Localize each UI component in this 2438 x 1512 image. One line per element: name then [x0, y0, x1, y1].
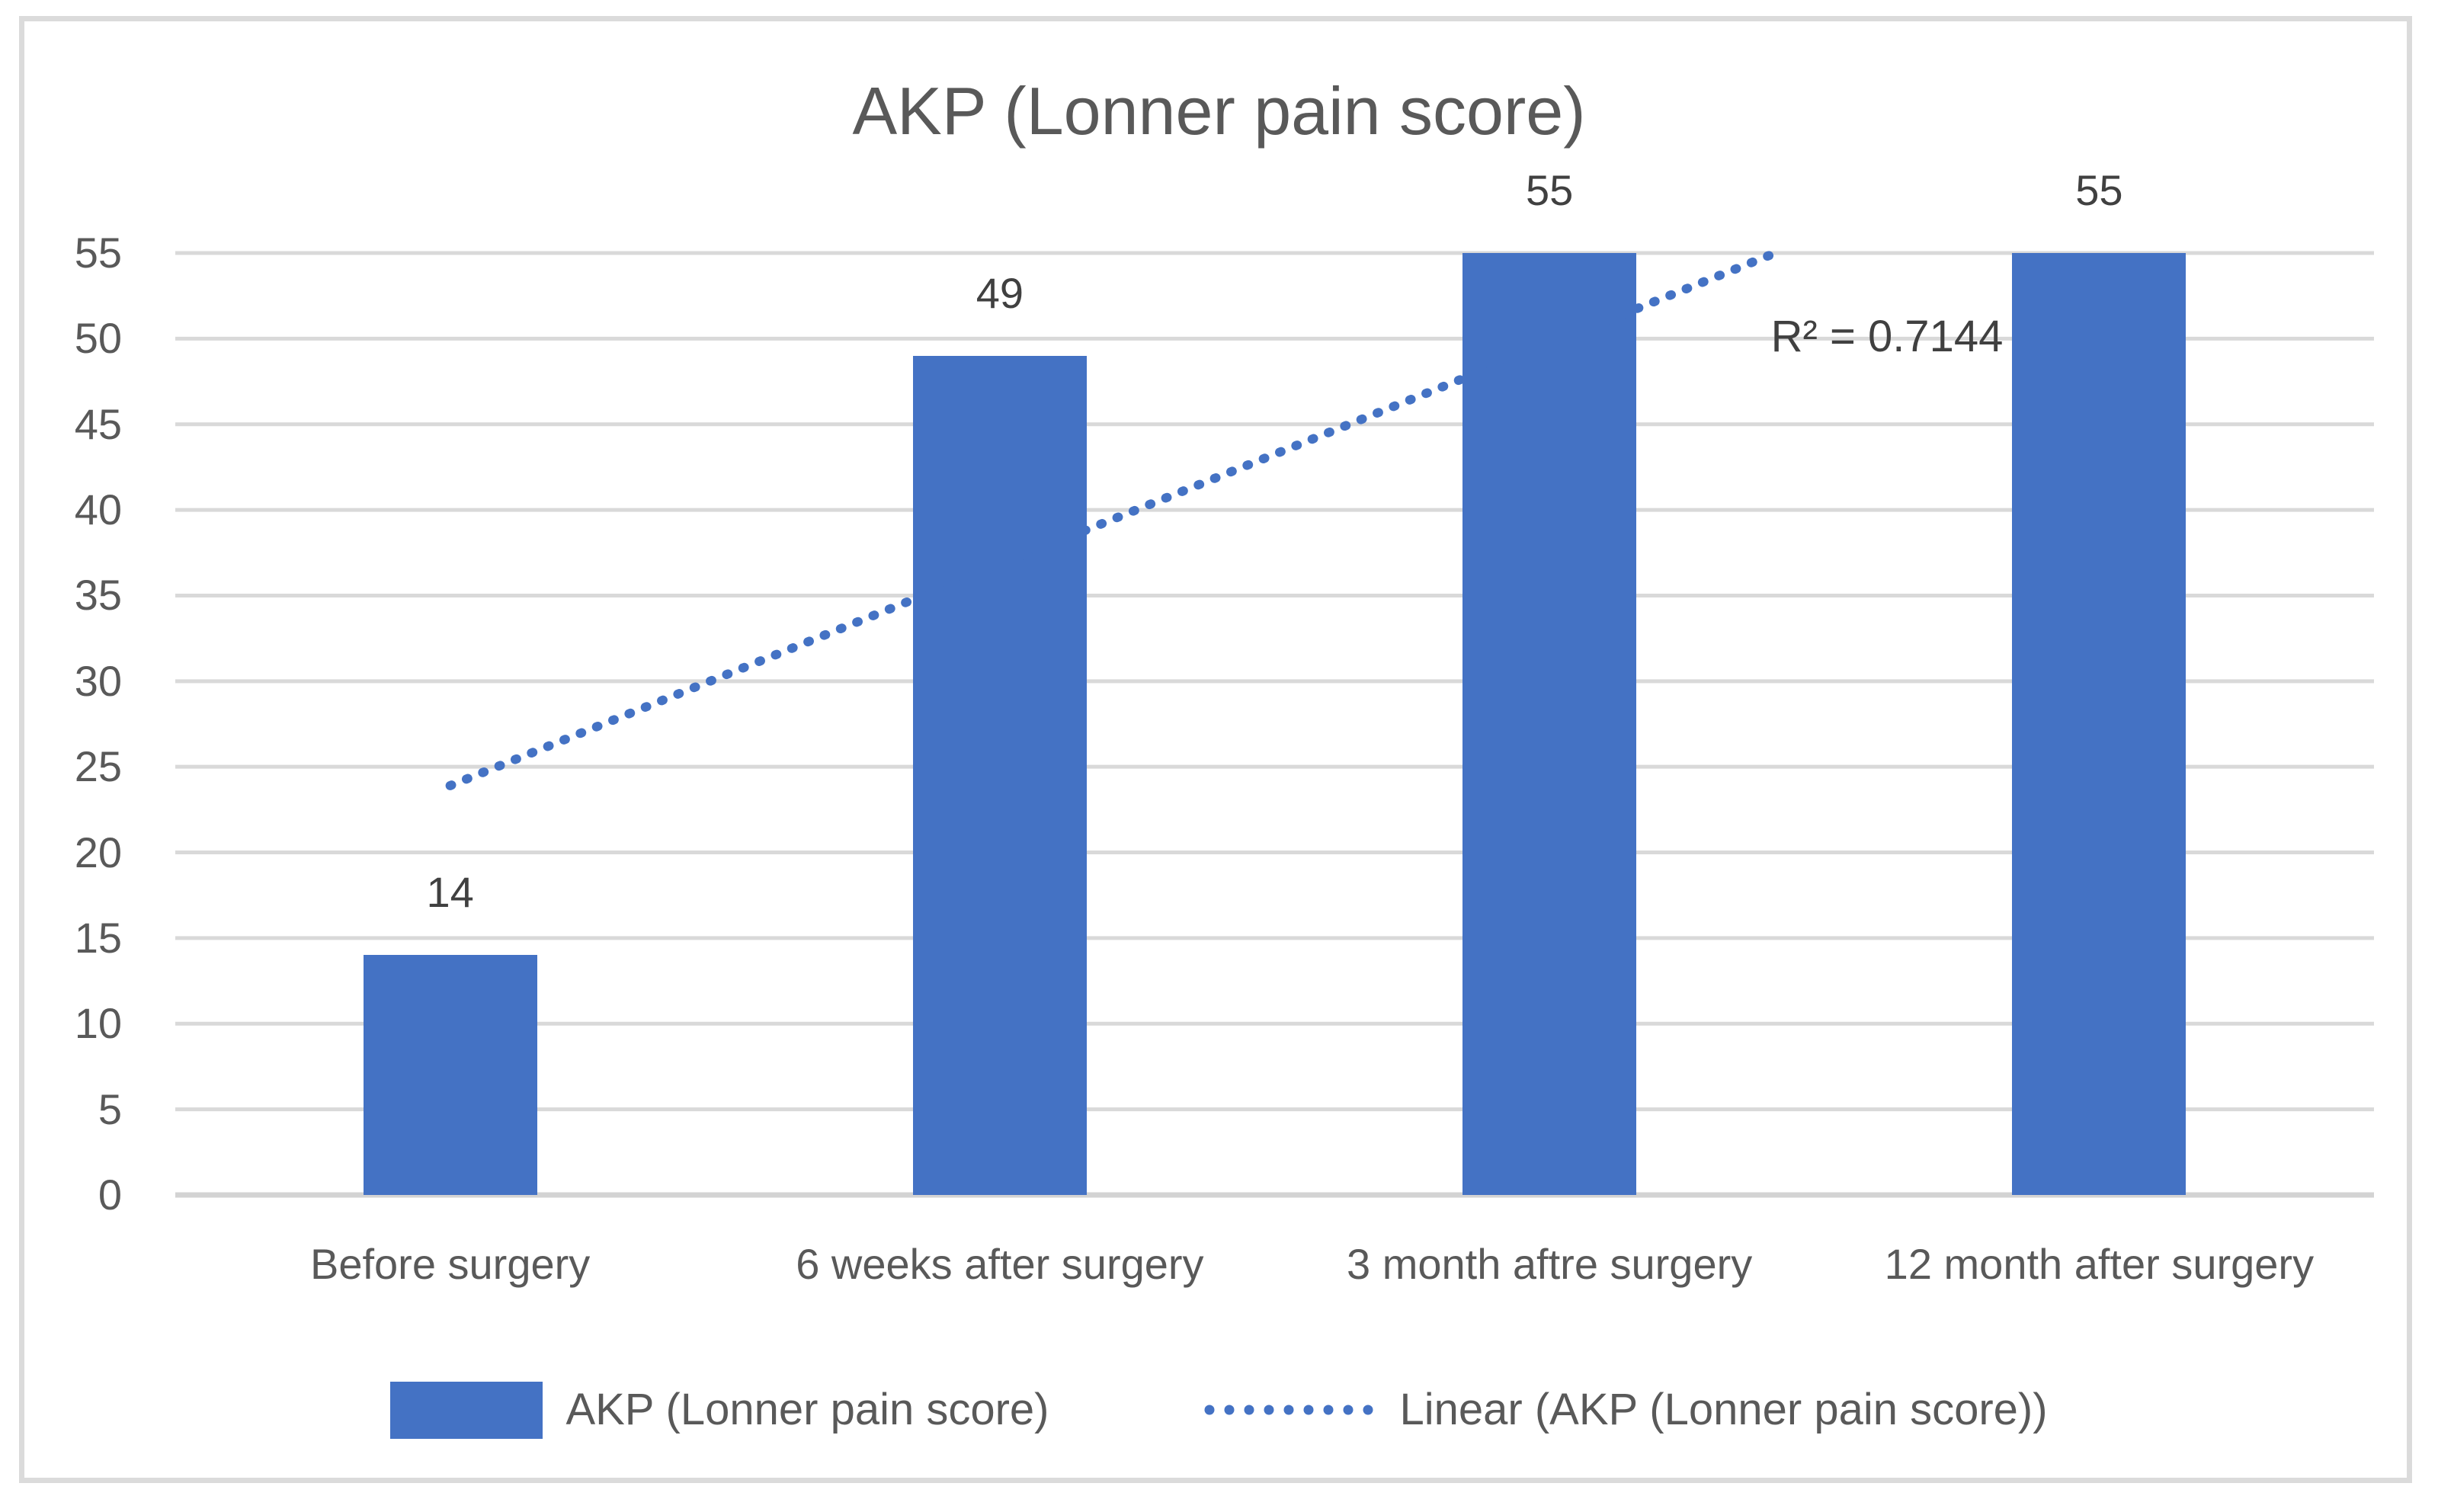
y-axis-tick-label: 15: [74, 913, 122, 962]
x-axis-category-label: 6 weeks after surgery: [796, 1240, 1204, 1288]
legend-series-label: AKP (Lonner pain score): [565, 1385, 1049, 1434]
legend-dot: [1224, 1405, 1235, 1415]
x-axis-category-label: Before surgery: [309, 1240, 591, 1288]
y-axis-tick-label: 10: [74, 999, 122, 1048]
legend-bar-swatch-icon: [390, 1381, 543, 1439]
bar-data-label: 49: [976, 268, 1024, 317]
bar: [363, 955, 537, 1195]
bar: [912, 355, 1087, 1195]
y-axis-tick-label: 25: [74, 742, 122, 791]
legend-item-series: AKP (Lonner pain score): [390, 1381, 1049, 1439]
bar: [1462, 253, 1637, 1195]
y-axis-tick-label: 0: [98, 1171, 122, 1219]
chart-title: AKP (Lonner pain score): [852, 73, 1586, 149]
x-axis-category-label: 12 month after surgery: [1884, 1240, 2315, 1288]
legend-dot: [1363, 1405, 1373, 1415]
legend-dot: [1244, 1405, 1254, 1415]
y-axis-tick-label: 45: [74, 399, 122, 448]
legend-dot: [1303, 1405, 1314, 1415]
legend-trendline-label: Linear (AKP (Lonner pain score)): [1399, 1385, 2048, 1434]
y-axis-tick-label: 5: [98, 1084, 122, 1133]
bar: [2012, 253, 2187, 1195]
y-axis-tick-label: 55: [74, 229, 122, 277]
bar-data-label: 55: [1525, 166, 1574, 214]
y-axis-tick-label: 30: [74, 656, 122, 705]
legend-dot: [1204, 1405, 1215, 1415]
legend-dot: [1283, 1405, 1294, 1415]
legend-dot: [1323, 1405, 1334, 1415]
r-squared-label: R² = 0.7144: [1770, 312, 2004, 361]
legend-dotted-line-icon: [1204, 1405, 1373, 1415]
legend-dot: [1343, 1405, 1354, 1415]
x-axis-category-label: 3 month aftre surgery: [1347, 1240, 1753, 1288]
y-axis-tick-label: 35: [74, 571, 122, 620]
y-axis-tick-label: 50: [74, 314, 122, 363]
legend: AKP (Lonner pain score) Linear (AKP (Lon…: [0, 1372, 2438, 1448]
y-axis-tick-label: 20: [74, 828, 122, 876]
y-axis-tick-label: 40: [74, 485, 122, 534]
bar-data-label: 14: [426, 868, 474, 917]
legend-item-trendline: Linear (AKP (Lonner pain score)): [1202, 1385, 2048, 1434]
legend-dot: [1264, 1405, 1274, 1415]
trendline-dotted: [445, 248, 1780, 790]
bar-data-label: 55: [2075, 166, 2123, 214]
